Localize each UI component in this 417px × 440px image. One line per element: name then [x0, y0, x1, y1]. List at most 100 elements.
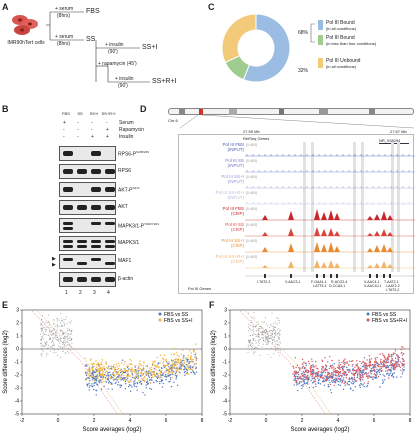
scatter-point-grey [248, 330, 250, 332]
scatter-point-blue [337, 380, 339, 383]
scatter-point-secondary [341, 361, 343, 364]
scatter-point-secondary [171, 363, 173, 366]
scatter-point-blue [190, 371, 192, 374]
scatter-point-secondary [330, 373, 333, 376]
scatter-point-blue [392, 372, 394, 375]
scatter-point-secondary [374, 363, 376, 365]
scatter-point-blue [307, 380, 309, 382]
scatter-point-secondary [367, 372, 369, 375]
scatter-point-blue [370, 376, 372, 378]
scatter-point-blue [126, 377, 129, 380]
scatter-point-secondary [160, 369, 162, 372]
scatter-point-blue [106, 378, 109, 380]
scatter-point-secondary [157, 372, 160, 375]
scatter-point-grey [40, 322, 42, 324]
track-scale: [0-450] [246, 175, 257, 179]
scatter-point-grey [260, 339, 262, 341]
scatter-point-grey [279, 342, 281, 344]
scatter-point-secondary [157, 376, 159, 378]
scatter-point-grey [63, 343, 65, 345]
scatter-point-blue [390, 367, 392, 369]
scatter-point-secondary [156, 356, 159, 359]
scatter-point-secondary [133, 376, 136, 379]
scatter-point-secondary [368, 360, 371, 362]
scatter-point-secondary [333, 371, 335, 373]
scatter-point-grey [46, 341, 48, 343]
scatter-point-grey [46, 347, 48, 349]
scatter-point-secondary [190, 352, 193, 354]
scatter-point-blue [145, 387, 148, 389]
scatter-point-grey [267, 339, 269, 341]
scatter-point-secondary [167, 364, 169, 367]
scatter-point-blue [107, 388, 109, 390]
scatter-point-secondary [376, 356, 378, 359]
scatter-point-secondary [84, 379, 87, 381]
scatter-point-secondary [354, 366, 356, 368]
scatter-point-secondary [328, 367, 331, 370]
scatter-point-blue [112, 376, 114, 379]
blot-label-akt-p: AKT-PS473 [118, 186, 140, 194]
scatter-point-grey [57, 326, 59, 328]
panel-label-a: A [2, 2, 9, 12]
scatter-point-blue [366, 384, 369, 387]
scatter-point-secondary [331, 359, 333, 362]
scatter-point-grey [247, 312, 249, 314]
scatter-point-blue [88, 386, 91, 388]
scatter-point-blue [375, 366, 377, 368]
scatter-point-secondary [346, 383, 349, 385]
scatter-point-grey [64, 337, 66, 339]
scatter-point-secondary [90, 359, 92, 361]
scatter-point-secondary [325, 364, 328, 367]
scatter-point-secondary [313, 371, 315, 373]
b-col-ssri: SS+R+I [101, 111, 116, 116]
scatter-point-secondary [352, 363, 354, 366]
scatter-point-grey [258, 344, 260, 346]
scatter-point-secondary [117, 378, 119, 381]
scatter-point-blue [86, 365, 88, 367]
track-peak [262, 215, 268, 220]
scatter-point-blue [135, 371, 137, 373]
y-tick-label: 3 [224, 308, 227, 314]
scatter-point-grey [53, 351, 55, 353]
scatter-point-blue [340, 379, 342, 381]
scatter-point-grey [65, 342, 67, 344]
scatter-point-secondary [313, 369, 315, 371]
scatter-point-blue [352, 382, 355, 385]
scatter-point-secondary [329, 374, 331, 377]
x-tick-label: 2 [301, 418, 304, 424]
scatter-point-grey [272, 339, 274, 341]
scatter-point-secondary [114, 370, 116, 372]
legend-text: FBS vs SS [372, 312, 397, 318]
scatter-point-secondary [346, 361, 348, 363]
scatter-point-secondary [105, 362, 107, 365]
scatter-point-secondary [131, 367, 133, 369]
scatter-point-grey [278, 332, 280, 334]
scatter-point-secondary [321, 369, 323, 371]
track-peak [328, 260, 334, 268]
scatter-point-secondary [114, 375, 116, 377]
scatter-point-grey [54, 335, 56, 337]
scatter-point-grey [263, 322, 265, 324]
scatter-point-blue [366, 385, 368, 388]
scatter-point-secondary [365, 364, 368, 367]
scatter-point-secondary [161, 376, 163, 379]
scatter-point-grey [40, 342, 42, 344]
scatter-point-secondary [344, 358, 346, 360]
track-peak [262, 232, 268, 236]
scatter-point-secondary [162, 358, 165, 361]
scatter-point-grey [279, 329, 281, 331]
scatter-point-secondary [336, 366, 339, 368]
scatter-point-secondary [374, 359, 377, 361]
scatter-point-grey [247, 348, 249, 350]
scatter-point-grey [261, 346, 263, 348]
scatter-point-blue [328, 376, 330, 379]
scatter-point-blue [379, 386, 381, 388]
scatter-point-secondary [334, 367, 337, 370]
scatter-point-grey [259, 334, 261, 336]
scatter-point-secondary [126, 365, 128, 368]
scatter-point-secondary [150, 368, 153, 371]
scatter-point-secondary [163, 371, 165, 373]
scatter-point-grey [45, 321, 47, 323]
scatter-point-grey [256, 348, 258, 350]
